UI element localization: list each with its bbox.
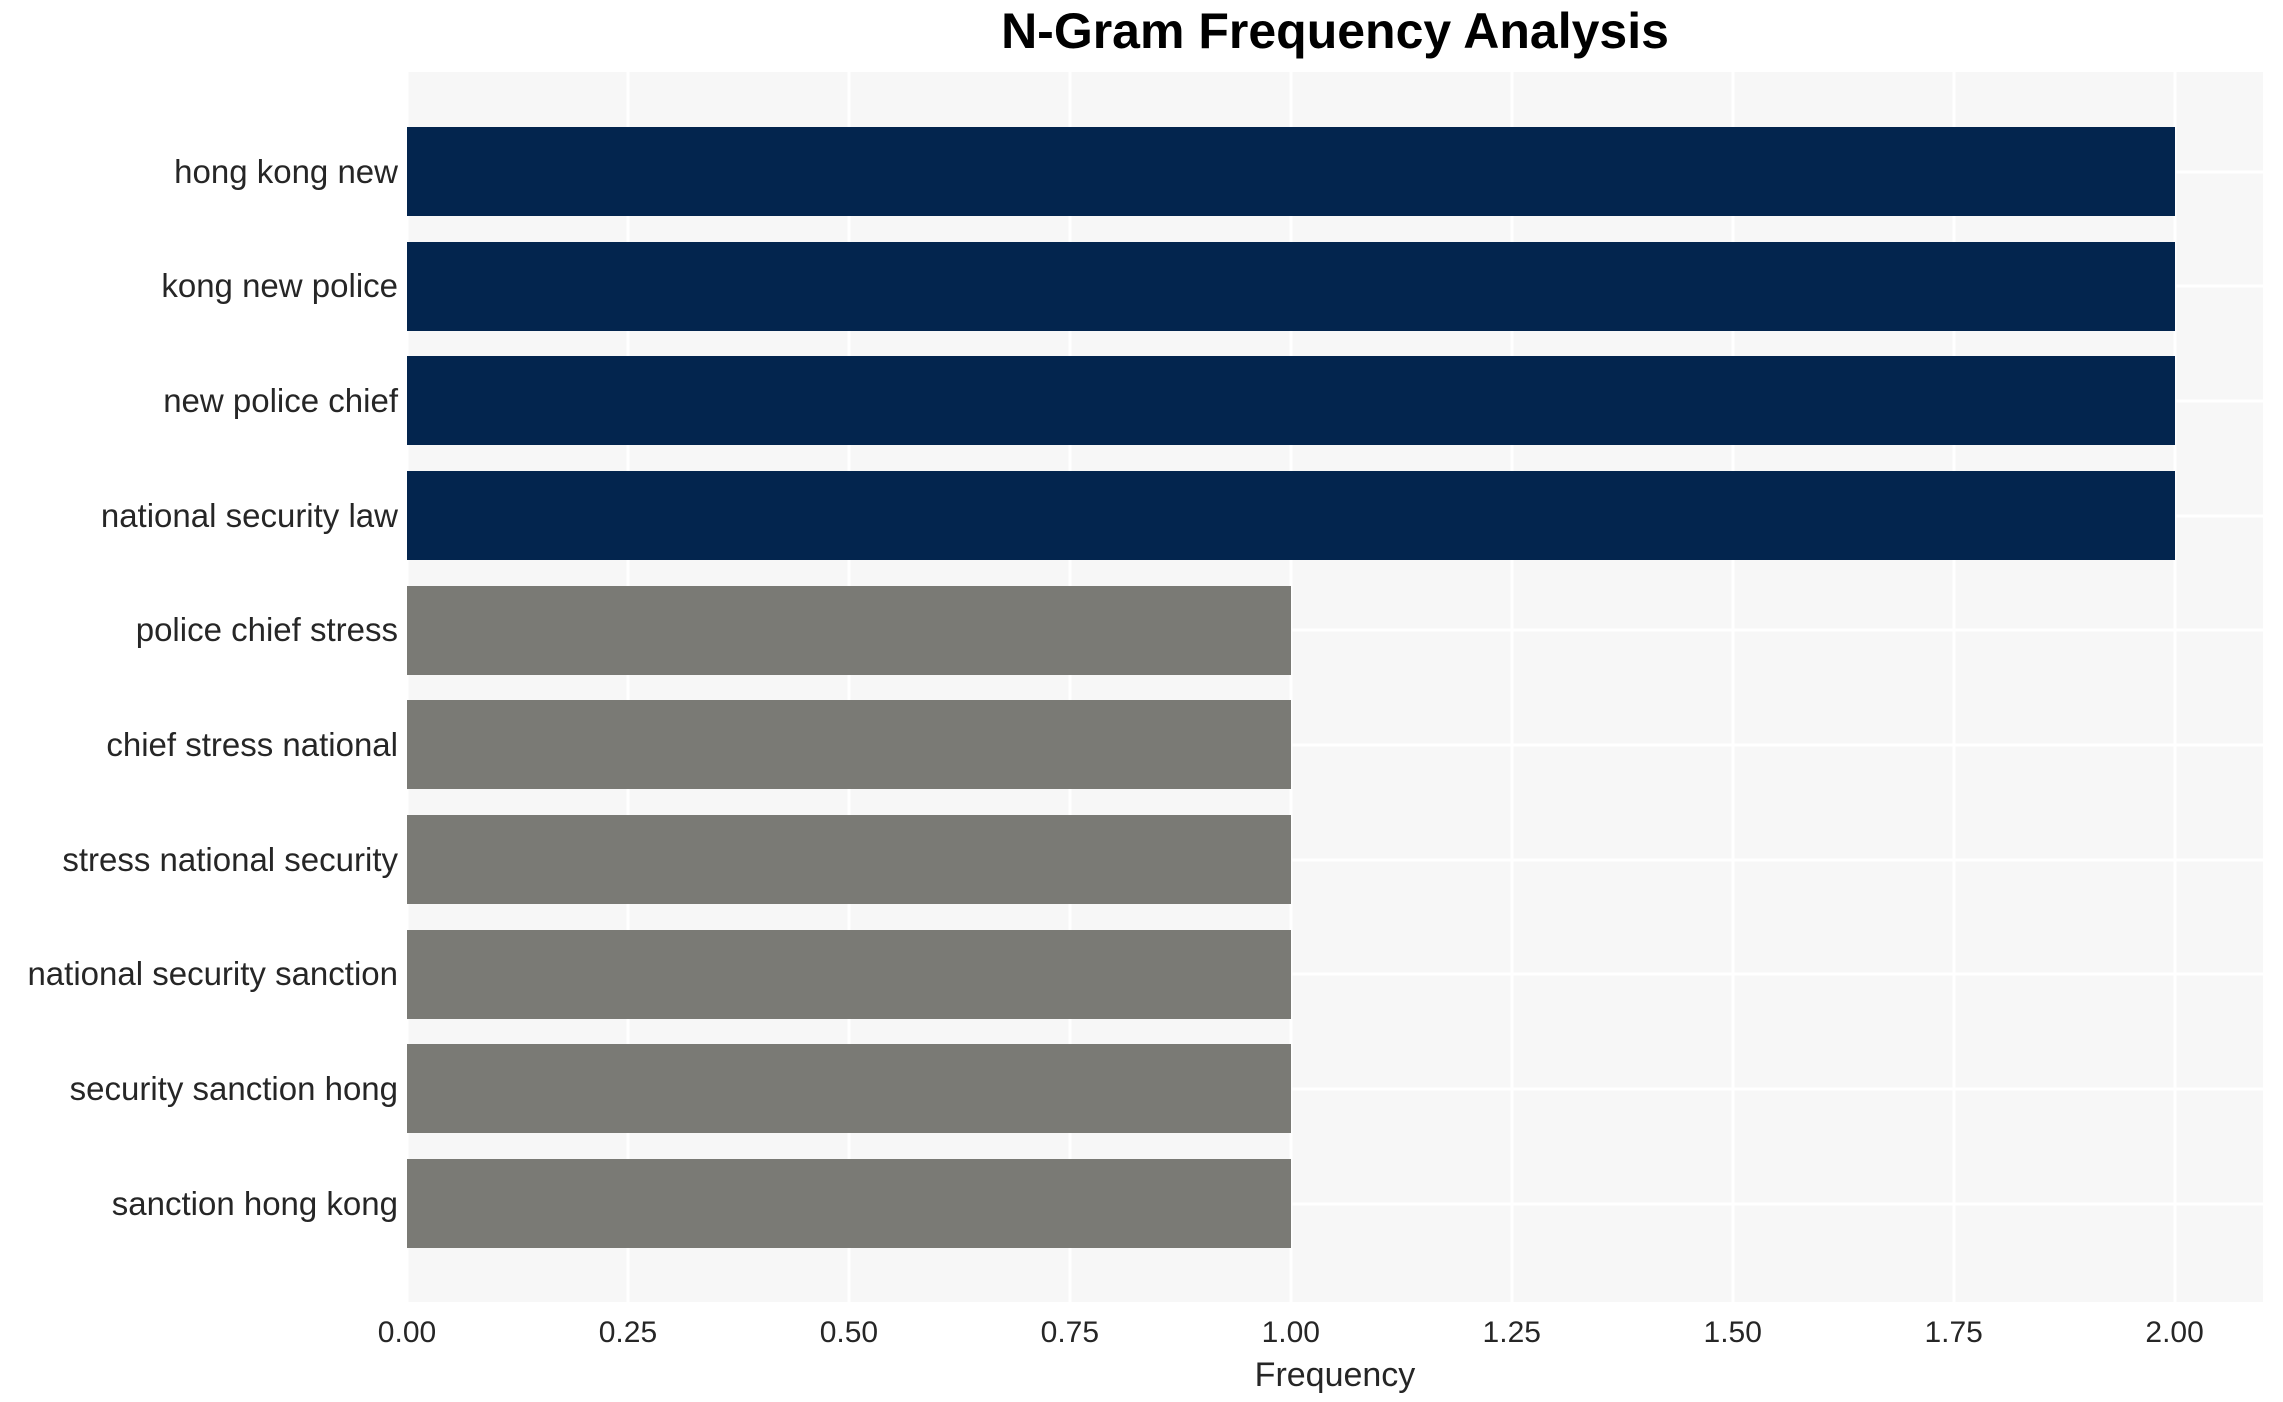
x-gridline xyxy=(1510,72,1514,1302)
bar-national-security-sanction xyxy=(407,929,1291,1019)
x-gridline xyxy=(1952,72,1956,1302)
bar-police-chief-stress xyxy=(407,585,1291,675)
y-tick-label: police chief stress xyxy=(135,611,398,649)
x-tick-label: 1.50 xyxy=(1703,1316,1762,1349)
x-tick-label: 0.75 xyxy=(1040,1316,1100,1349)
bar-hong-kong-new xyxy=(407,127,2175,216)
x-gridline xyxy=(1731,72,1735,1302)
plot-area xyxy=(405,72,2263,1302)
y-gridline xyxy=(407,972,2263,976)
y-gridline xyxy=(407,1202,2263,1205)
bar-chief-stress-national xyxy=(407,700,1291,790)
x-gridline xyxy=(1068,72,1072,1302)
x-gridline xyxy=(1289,72,1293,1302)
x-tick-label: 2.00 xyxy=(2145,1316,2204,1349)
x-gridline xyxy=(2173,72,2177,1302)
x-tick-label: 0.25 xyxy=(598,1316,658,1349)
x-tick-label: 1.25 xyxy=(1482,1316,1541,1349)
x-gridline xyxy=(847,72,851,1302)
bar-stress-national-security xyxy=(407,815,1291,904)
x-tick-label: 1.75 xyxy=(1924,1316,1983,1349)
y-gridline xyxy=(407,1087,2263,1091)
y-tick-label: new police chief xyxy=(163,381,398,419)
bar-national-security-law xyxy=(407,471,2175,560)
y-tick-label: hong kong new xyxy=(174,152,398,190)
x-gridline xyxy=(626,72,630,1302)
chart-title: N-Gram Frequency Analysis xyxy=(1001,3,1669,59)
bar-new-police-chief xyxy=(407,356,2175,446)
bar-security-sanction-hong xyxy=(407,1044,1291,1134)
bar-kong-new-police xyxy=(407,241,2175,331)
x-tick-label: 0.00 xyxy=(377,1316,437,1349)
y-gridline xyxy=(407,858,2263,861)
y-tick-label: national security law xyxy=(100,496,398,534)
y-gridline xyxy=(407,628,2263,632)
y-tick-label: security sanction hong xyxy=(69,1069,398,1107)
y-tick-label: national security sanction xyxy=(27,955,398,993)
y-gridline xyxy=(407,743,2263,747)
y-tick-label: sanction hong kong xyxy=(111,1184,398,1222)
y-tick-label: stress national security xyxy=(62,840,398,878)
y-tick-label: kong new police xyxy=(161,267,398,305)
x-tick-label: 1.00 xyxy=(1261,1316,1320,1349)
x-gridline xyxy=(405,72,409,1302)
y-tick-label: chief stress national xyxy=(106,725,398,763)
x-axis-label: Frequency xyxy=(1254,1356,1416,1394)
x-tick-label: 0.50 xyxy=(819,1316,879,1349)
bar-sanction-hong-kong xyxy=(407,1159,1291,1248)
